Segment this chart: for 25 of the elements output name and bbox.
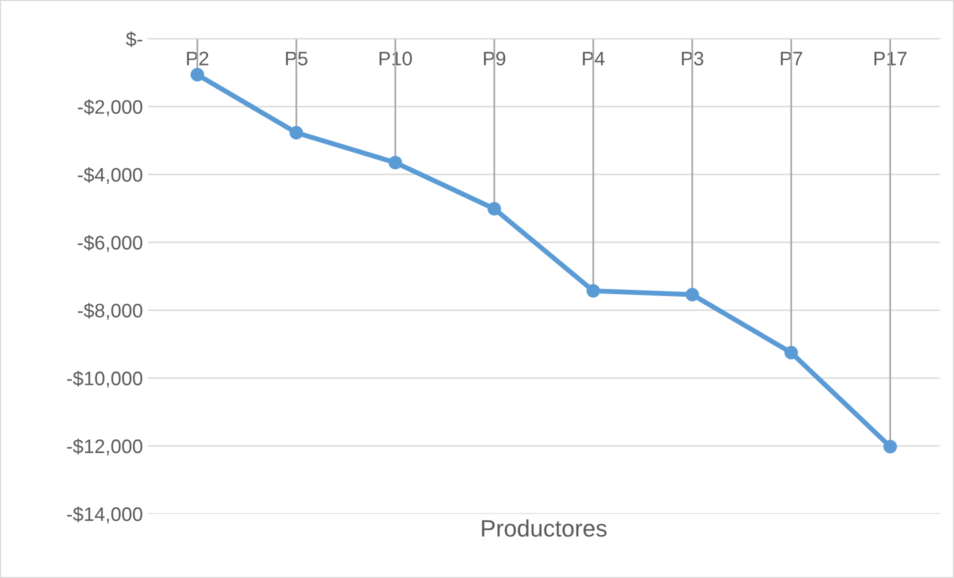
y-tick-label: $- [126, 31, 142, 48]
point [883, 440, 897, 454]
x-tick-label: P9 [484, 52, 506, 66]
y-tick-label: -$10,000 [67, 370, 142, 388]
y-tick-label: -$2,000 [78, 99, 142, 116]
y-tick-label: -$12,000 [67, 438, 142, 456]
point [685, 288, 700, 302]
y-tick-label: -$8,000 [78, 302, 142, 320]
point [488, 202, 502, 216]
point [190, 68, 204, 82]
x-tick-label: P5 [286, 52, 308, 66]
x-tick-label: P4 [582, 52, 605, 66]
x-tick-label: P7 [780, 52, 802, 66]
point [388, 156, 402, 170]
point [586, 284, 600, 298]
y-tick-label: -$4,000 [78, 167, 142, 184]
y-tick-label: -$14,000 [67, 506, 142, 524]
x-axis-title: Productores [482, 519, 607, 537]
x-tick-label: P3 [682, 52, 704, 66]
x-tick-label: P2 [187, 52, 208, 66]
x-tick-label: P10 [380, 52, 412, 66]
x-tick-label: P17 [874, 52, 907, 66]
point [290, 126, 304, 140]
point [784, 346, 798, 360]
y-tick-label: -$6,000 [78, 235, 142, 252]
